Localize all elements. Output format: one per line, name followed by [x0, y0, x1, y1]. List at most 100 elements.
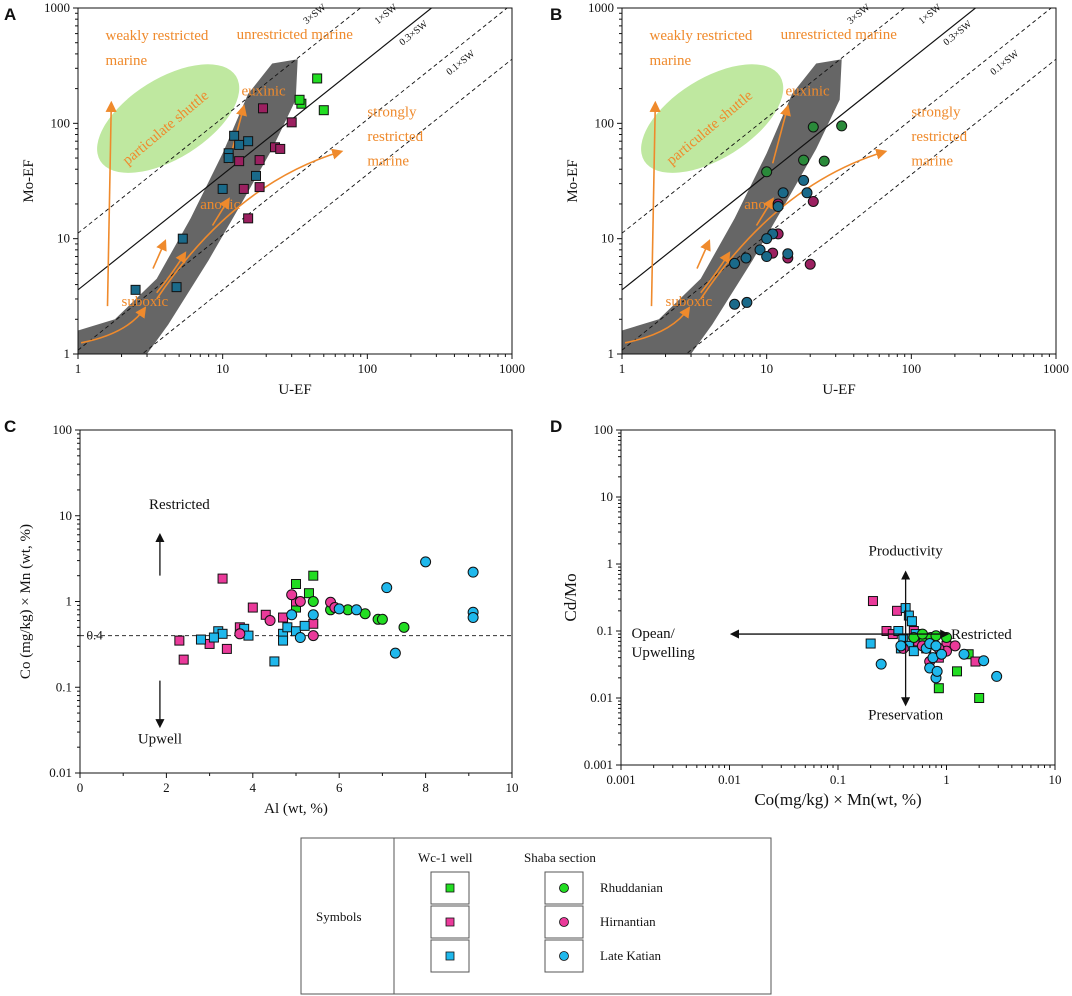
data-point-circle: [761, 166, 773, 178]
panel-b-points: [729, 120, 848, 310]
u-mo-covariation-field: [622, 59, 842, 354]
data-point-square: [867, 596, 878, 607]
data-point-square: [243, 136, 254, 147]
panel-b-region-labels: weakly restricted marine unrestricted ma…: [624, 27, 968, 344]
sw-line: [78, 8, 508, 351]
panel-letter-b: B: [550, 5, 562, 24]
legend-circle-marker: [559, 917, 569, 927]
data-point-circle: [807, 121, 819, 133]
label-strongly-restricted: restricted: [367, 129, 423, 145]
data-point-square: [278, 612, 289, 623]
data-point-square: [906, 616, 917, 627]
y-axis-label: Mo-EF: [565, 159, 581, 202]
data-point-circle: [398, 621, 410, 633]
sw-line: [141, 58, 512, 354]
panel-a-background: [78, 59, 298, 354]
panel-c: C 0.4 Restricted Upwell 0 2 4 6 8 10 0.01 0.1 1 1…: [4, 417, 519, 817]
data-point-circle: [798, 174, 810, 186]
sw-line-label: 3×SW: [846, 2, 873, 27]
data-point-circle: [381, 582, 393, 594]
y-tick-label: 10: [57, 231, 70, 246]
legend-cell-section: [544, 871, 584, 905]
legend-row-label: Rhuddanian: [600, 880, 663, 895]
panel-b-background: [622, 59, 842, 354]
legend-cell-well: [430, 871, 470, 905]
label-strongly-marine: marine: [367, 154, 409, 170]
data-point-square: [278, 635, 289, 646]
data-point-square: [229, 130, 240, 141]
y-tick-label: 100: [51, 115, 71, 130]
data-point-square: [130, 284, 141, 295]
data-point-circle: [930, 640, 942, 652]
label-euxinic: euxinic: [242, 83, 286, 99]
arrow-anoxic: [211, 197, 230, 226]
x-tick-label: 0.01: [718, 772, 741, 787]
data-point-circle: [294, 596, 306, 607]
data-point-circle: [389, 647, 401, 659]
x-tick-label: 6: [336, 780, 343, 795]
data-point-circle: [804, 258, 816, 270]
data-point-circle: [801, 187, 813, 199]
data-point-circle: [798, 154, 810, 166]
data-point-square: [933, 683, 944, 694]
sw-line-label: 1×SW: [373, 2, 400, 27]
panel-a-axes: 1 10 100 1000 1 10 100 1000 U-EF Mo-EF: [21, 0, 525, 398]
legend-cell-section: [544, 939, 584, 973]
panel-d: D Productivity Preservation Opean/ Upwel…: [550, 417, 1062, 809]
legend-header-section: Shaba section: [524, 850, 596, 865]
data-point-circle: [931, 665, 943, 677]
sw-line-label: 3×SW: [302, 2, 329, 27]
data-point-square: [286, 117, 297, 128]
data-point-square: [234, 156, 245, 167]
y-tick-label: 0.01: [590, 690, 613, 705]
data-point-square: [217, 628, 228, 639]
data-point-square: [254, 182, 265, 193]
y-axis-label: Co (mg/kg) × Mn (wt, %): [18, 524, 34, 679]
sw-line: [622, 8, 906, 234]
label-productivity: Productivity: [869, 543, 944, 559]
data-point-circle: [875, 658, 887, 670]
data-point-square: [221, 643, 232, 654]
y-tick-label: 1: [608, 346, 615, 361]
legend-cell-section: [544, 905, 584, 939]
data-point-circle: [761, 233, 773, 245]
panel-a-points: [130, 73, 329, 295]
data-point-square: [217, 183, 228, 194]
legend-circle-marker: [559, 883, 569, 893]
legend-square-marker: [445, 917, 455, 927]
data-point-square: [247, 602, 258, 613]
data-point-square: [303, 588, 314, 599]
data-point-circle: [729, 298, 741, 310]
sw-line-label: 1×SW: [917, 2, 944, 27]
arrow-weakly-restricted: [105, 100, 117, 307]
data-point-square: [223, 153, 234, 164]
y-tick-label: 1: [64, 346, 71, 361]
data-point-square: [234, 139, 245, 150]
arrow-anoxic-lower: [696, 239, 711, 269]
data-point-square: [282, 622, 293, 633]
panel-a-sw-lines: [78, 8, 512, 354]
y-axis-label: Mo-EF: [21, 159, 37, 202]
data-point-square: [243, 630, 254, 641]
legend-row-label: Hirnantian: [600, 914, 656, 929]
data-point-square: [238, 183, 249, 194]
data-point-square: [275, 143, 286, 154]
plot-frame: [621, 7, 1057, 355]
y-tick-label: 10: [601, 231, 614, 246]
y-tick-label: 10: [59, 508, 72, 523]
arrow-anoxic: [755, 197, 774, 226]
x-tick-label: 100: [358, 361, 378, 376]
x-tick-label: 1: [943, 772, 950, 787]
y-tick-label: 100: [595, 115, 615, 130]
x-axis-label: U-EF: [278, 382, 311, 398]
y-tick-label: 0.001: [584, 757, 613, 772]
panel-d-axes: 0.001 0.01 0.1 1 10 0.001 0.01 0.1 1 10 100 Co(mg/k…: [561, 422, 1062, 809]
legend-row-label: Late Katian: [600, 948, 661, 963]
data-point-circle: [286, 609, 298, 621]
data-point-circle: [754, 244, 766, 256]
sw-line-label: 0.3×SW: [941, 18, 974, 48]
label-suboxic: suboxic: [122, 294, 169, 310]
label-preservation: Preservation: [868, 707, 943, 723]
data-point-circle: [949, 640, 961, 652]
label-upwelling: Upwelling: [632, 645, 696, 661]
